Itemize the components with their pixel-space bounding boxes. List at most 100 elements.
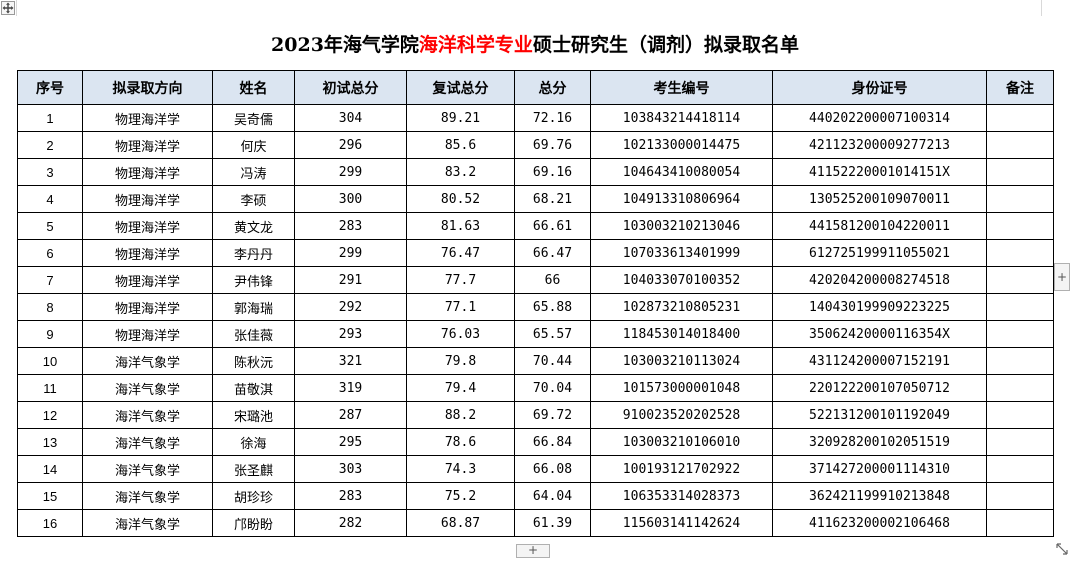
cell-remark	[986, 293, 1054, 321]
cell-exam-id: 104033070100352	[590, 266, 773, 294]
cell-seq: 2	[17, 131, 83, 159]
cell-id-number: 140430199909223225	[772, 293, 987, 321]
header-retest-score: 复试总分	[406, 70, 515, 105]
cell-remark	[986, 401, 1054, 429]
cell-remark	[986, 347, 1054, 375]
cell-total-score: 72.16	[514, 104, 591, 132]
cell-direction: 物理海洋学	[82, 158, 213, 186]
table-row: 8 物理海洋学 郭海瑞 292 77.1 65.88 102873210805231 1404…	[17, 293, 1054, 321]
cell-remark	[986, 266, 1054, 294]
cell-retest-score: 88.2	[406, 401, 515, 429]
cell-direction: 物理海洋学	[82, 212, 213, 240]
cell-id-number: 420204200008274518	[772, 266, 987, 294]
cell-name: 李硕	[212, 185, 295, 213]
table-row: 11 海洋气象学 苗敬淇 319 79.4 70.04 101573000001048 220…	[17, 374, 1054, 402]
resize-icon	[1056, 543, 1068, 555]
cell-retest-score: 85.6	[406, 131, 515, 159]
cell-exam-id: 910023520202528	[590, 401, 773, 429]
cell-initial-score: 304	[294, 104, 407, 132]
cell-seq: 8	[17, 293, 83, 321]
cell-total-score: 65.88	[514, 293, 591, 321]
cell-total-score: 64.04	[514, 482, 591, 510]
cell-id-number: 320928200102051519	[772, 428, 987, 456]
cell-seq: 10	[17, 347, 83, 375]
cell-initial-score: 321	[294, 347, 407, 375]
cell-exam-id: 103003210213046	[590, 212, 773, 240]
table-row: 7 物理海洋学 尹伟锋 291 77.7 66 104033070100352 4202042…	[17, 266, 1054, 294]
cell-id-number: 522131200101192049	[772, 401, 987, 429]
cell-total-score: 66	[514, 266, 591, 294]
cell-exam-id: 102133000014475	[590, 131, 773, 159]
cell-remark	[986, 482, 1054, 510]
table-row: 9 物理海洋学 张佳薇 293 76.03 65.57 118453014018400 350…	[17, 320, 1054, 348]
table-move-handle[interactable]	[1, 1, 15, 15]
table-row: 6 物理海洋学 李丹丹 299 76.47 66.47 107033613401999 612…	[17, 239, 1054, 267]
cell-seq: 12	[17, 401, 83, 429]
cell-id-number: 411623200002106468	[772, 509, 987, 537]
cell-seq: 13	[17, 428, 83, 456]
cell-direction: 海洋气象学	[82, 347, 213, 375]
cell-total-score: 69.16	[514, 158, 591, 186]
cell-remark	[986, 455, 1054, 483]
cell-initial-score: 282	[294, 509, 407, 537]
cell-initial-score: 283	[294, 212, 407, 240]
cell-total-score: 61.39	[514, 509, 591, 537]
cell-direction: 海洋气象学	[82, 428, 213, 456]
table-row: 4 物理海洋学 李硕 300 80.52 68.21 104913310806964 1305…	[17, 185, 1054, 213]
cell-exam-id: 103843214418114	[590, 104, 773, 132]
cell-direction: 物理海洋学	[82, 185, 213, 213]
table-resize-handle[interactable]	[1055, 542, 1069, 556]
cell-initial-score: 299	[294, 239, 407, 267]
cell-name: 张佳薇	[212, 320, 295, 348]
cell-seq: 7	[17, 266, 83, 294]
table-row: 15 海洋气象学 胡珍珍 283 75.2 64.04 106353314028373 362…	[17, 482, 1054, 510]
table-row: 12 海洋气象学 宋璐池 287 88.2 69.72 910023520202528 522…	[17, 401, 1054, 429]
cell-name: 陈秋沅	[212, 347, 295, 375]
page-guide-left	[16, 0, 17, 16]
cell-initial-score: 287	[294, 401, 407, 429]
cell-id-number: 371427200001114310	[772, 455, 987, 483]
cell-id-number: 362421199910213848	[772, 482, 987, 510]
cell-name: 冯涛	[212, 158, 295, 186]
cell-name: 邝盼盼	[212, 509, 295, 537]
cell-seq: 14	[17, 455, 83, 483]
cell-remark	[986, 428, 1054, 456]
cell-total-score: 70.44	[514, 347, 591, 375]
cell-retest-score: 76.03	[406, 320, 515, 348]
cell-name: 尹伟锋	[212, 266, 295, 294]
cell-direction: 海洋气象学	[82, 455, 213, 483]
cell-name: 宋璐池	[212, 401, 295, 429]
cell-total-score: 66.08	[514, 455, 591, 483]
cell-seq: 16	[17, 509, 83, 537]
add-row-button[interactable]: +	[516, 544, 550, 558]
cell-retest-score: 77.1	[406, 293, 515, 321]
cell-direction: 物理海洋学	[82, 293, 213, 321]
title-suffix: 硕士研究生（调剂）拟录取名单	[532, 34, 799, 56]
header-initial-score: 初试总分	[294, 70, 407, 105]
cell-seq: 4	[17, 185, 83, 213]
add-column-button[interactable]: +	[1054, 263, 1070, 291]
cell-name: 张圣麒	[212, 455, 295, 483]
cell-id-number: 421123200009277213	[772, 131, 987, 159]
cell-exam-id: 100193121702922	[590, 455, 773, 483]
cell-initial-score: 293	[294, 320, 407, 348]
cell-retest-score: 74.3	[406, 455, 515, 483]
cell-remark	[986, 239, 1054, 267]
header-direction: 拟录取方向	[82, 70, 213, 105]
cell-retest-score: 68.87	[406, 509, 515, 537]
cell-initial-score: 303	[294, 455, 407, 483]
cell-exam-id: 101573000001048	[590, 374, 773, 402]
cell-seq: 3	[17, 158, 83, 186]
table-row: 14 海洋气象学 张圣麒 303 74.3 66.08 100193121702922 371…	[17, 455, 1054, 483]
cell-name: 胡珍珍	[212, 482, 295, 510]
cell-total-score: 70.04	[514, 374, 591, 402]
cell-name: 黄文龙	[212, 212, 295, 240]
cell-exam-id: 103003210113024	[590, 347, 773, 375]
cell-remark	[986, 185, 1054, 213]
table-row: 2 物理海洋学 何庆 296 85.6 69.76 102133000014475 42112…	[17, 131, 1054, 159]
cell-id-number: 612725199911055021	[772, 239, 987, 267]
cell-retest-score: 77.7	[406, 266, 515, 294]
cell-id-number: 220122200107050712	[772, 374, 987, 402]
header-exam-id: 考生编号	[590, 70, 773, 105]
